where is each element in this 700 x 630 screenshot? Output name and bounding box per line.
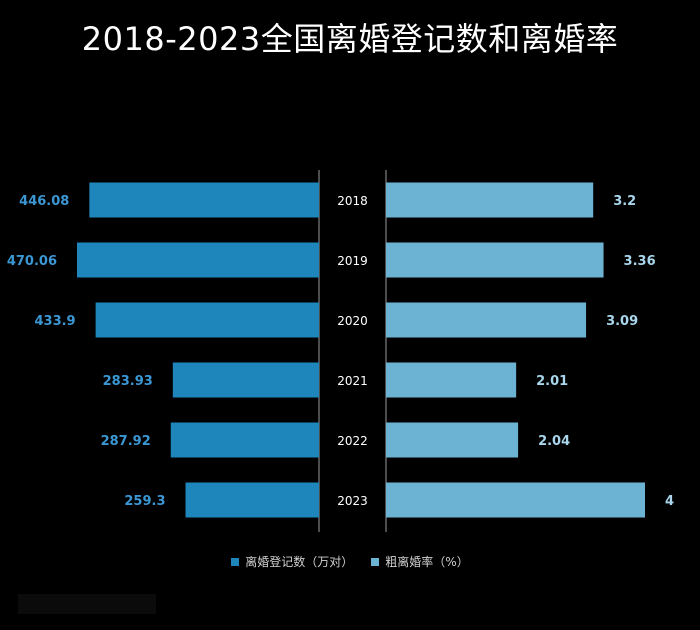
data-label-divorce-rate: 3.09 <box>606 314 638 329</box>
legend-swatch-divorce-rate <box>371 557 380 566</box>
year-tick-label: 2019 <box>337 254 368 268</box>
bar-divorce-rate <box>386 302 587 338</box>
data-label-divorce-rate: 4 <box>665 494 674 509</box>
legend-item-divorce-count: 离婚登记数（万对） <box>231 553 353 570</box>
bar-divorce-count <box>185 482 319 518</box>
data-label-divorce-rate: 3.2 <box>613 194 636 209</box>
bar-divorce-count <box>77 242 319 278</box>
chart-title: 2018-2023全国离婚登记数和离婚率 <box>81 20 619 58</box>
bar-divorce-count <box>89 182 319 218</box>
year-tick-label: 2022 <box>337 434 368 448</box>
bar-divorce-count <box>172 362 319 398</box>
bar-divorce-rate <box>386 182 594 218</box>
bar-divorce-rate <box>386 422 519 458</box>
bar-divorce-rate <box>386 362 517 398</box>
year-tick-label: 2023 <box>337 494 368 508</box>
data-label-divorce-count: 433.9 <box>34 314 75 329</box>
data-label-divorce-rate: 2.04 <box>538 434 570 449</box>
data-label-divorce-count: 470.06 <box>7 254 57 269</box>
bar-divorce-count <box>95 302 319 338</box>
year-tick-label: 2020 <box>337 314 368 328</box>
bar-divorce-count <box>170 422 319 458</box>
legend-label-divorce-rate: 粗离婚率（%） <box>385 555 469 569</box>
year-tick-label: 2018 <box>337 194 368 208</box>
data-label-divorce-rate: 3.36 <box>624 254 656 269</box>
legend-swatch-divorce-count <box>231 557 240 566</box>
legend-item-divorce-rate: 粗离婚率（%） <box>371 553 469 570</box>
legend-label-divorce-count: 离婚登记数（万对） <box>245 555 354 569</box>
data-label-divorce-count: 283.93 <box>103 374 153 389</box>
year-tick-label: 2021 <box>337 374 368 388</box>
data-label-divorce-count: 259.3 <box>124 494 165 509</box>
data-label-divorce-count: 287.92 <box>101 434 151 449</box>
footnote-block <box>18 594 156 614</box>
data-label-divorce-count: 446.08 <box>19 194 69 209</box>
data-label-divorce-rate: 2.01 <box>536 374 568 389</box>
legend: 离婚登记数（万对） 粗离婚率（%） <box>0 553 700 570</box>
bar-divorce-rate <box>386 242 604 278</box>
bar-divorce-rate <box>386 482 645 518</box>
